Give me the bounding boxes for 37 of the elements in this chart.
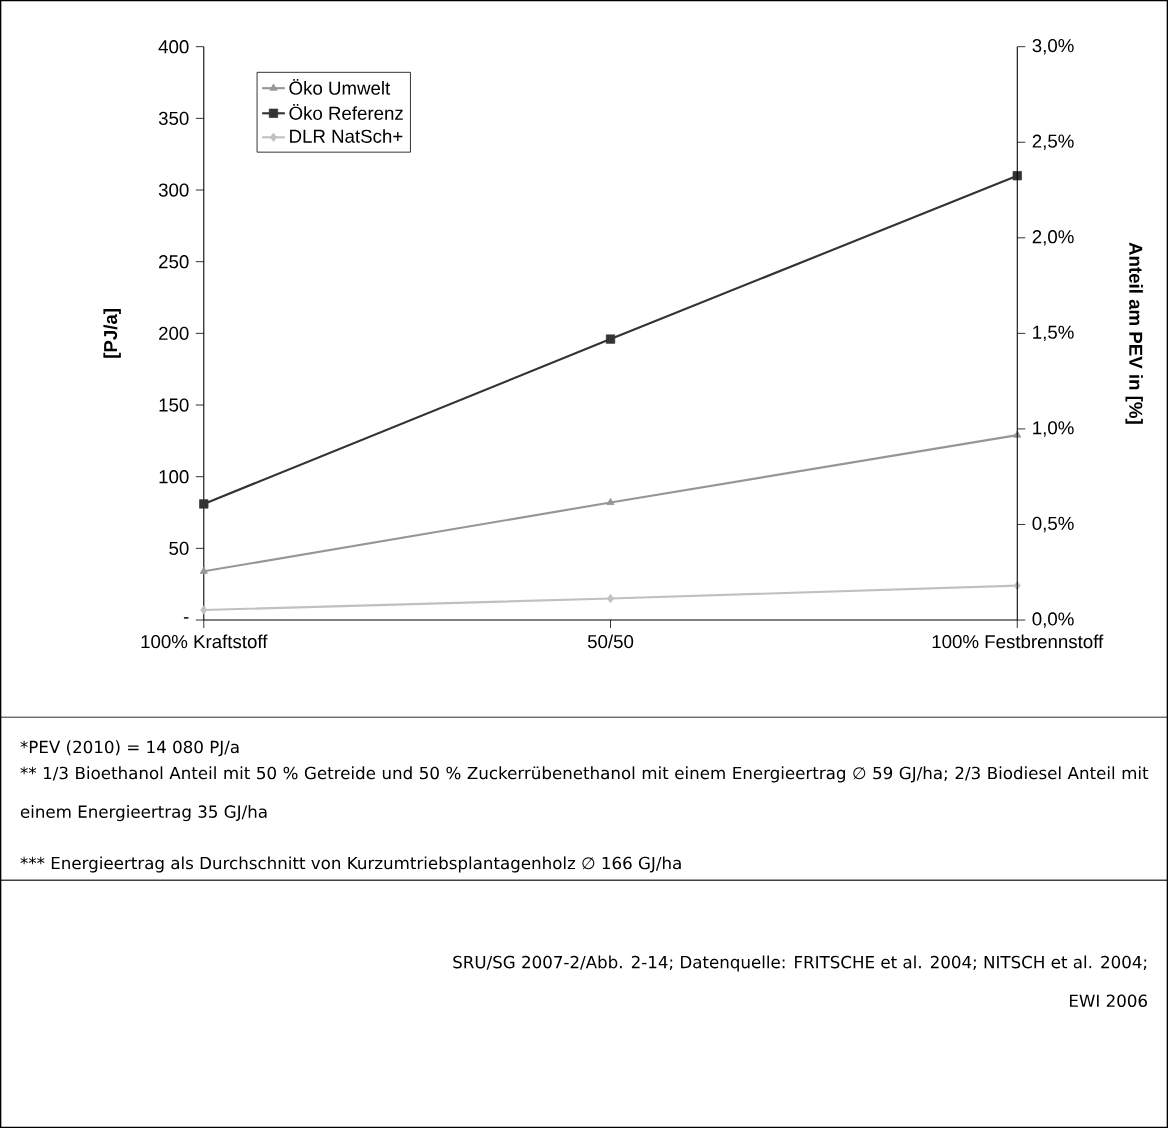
y2-tick-label: 2,0% [1032, 230, 1074, 246]
y-tick-label: 50 [169, 541, 189, 555]
point [1013, 581, 1021, 591]
y2-tick-label: 3,0% [1032, 38, 1074, 55]
text: SRU/SG 2007-2/Abb. 2-14; Datenquelle: FRITSCHE et al. 2004; NITSCH et al. 2004; EWI 2006 [453, 955, 1147, 1008]
y-tick-label: 100 [159, 470, 189, 484]
point [605, 334, 616, 344]
y-axis-title: [PJ/a] [103, 309, 121, 358]
y2-axis-title: Anteil am PEV in [%] [1125, 242, 1143, 424]
legend-label: Öko Referenz [289, 104, 403, 120]
x-tick-label: 100% Kraftstoff [141, 634, 268, 649]
x-tick-label: 50/50 [587, 634, 634, 649]
y-tick-label: 350 [158, 111, 189, 125]
y2-tick-label: 2,5% [1032, 134, 1074, 150]
point [606, 497, 615, 505]
y-tick-label: 150 [159, 398, 189, 412]
y-tick-label: 300 [158, 183, 189, 197]
point [1013, 430, 1022, 438]
point [1012, 171, 1022, 181]
y2-tick-label: 1,5% [1033, 325, 1074, 342]
point [606, 593, 615, 604]
y2-tick-label: 0,0% [1032, 612, 1074, 628]
y-tick-label: - [183, 617, 189, 619]
y-tick-label: 400 [158, 40, 189, 54]
legend-label: Öko Umwelt [289, 79, 391, 95]
y-tick-label: 200 [159, 326, 189, 340]
point [199, 499, 209, 509]
text: *** Energieertrag als Durchschnitt von Kurzumtriebsplantagenholz ∅ 166 GJ/ha [20, 856, 681, 873]
text: ** 1/3 Bioethanol Anteil mit 50 % Getreide und 50 % Zuckerrübenethanol mit einem Energieertrag ∅ 59 GJ/ha; 2/3 Biodiesel Anteil mit einem Energieertrag 35 GJ/ha [20, 766, 1149, 822]
point [199, 566, 208, 574]
y2-tick-label: 0,5% [1032, 516, 1074, 533]
point [200, 605, 208, 615]
x-tick-label: 100% Festbrennstoff [932, 634, 1104, 649]
text: *PEV (2010) = 14 080 PJ/a [20, 740, 239, 757]
y-tick-label: 250 [159, 255, 189, 269]
y2-tick-label: 1,0% [1033, 421, 1074, 437]
legend-label: DLR NatSch+ [290, 129, 403, 143]
